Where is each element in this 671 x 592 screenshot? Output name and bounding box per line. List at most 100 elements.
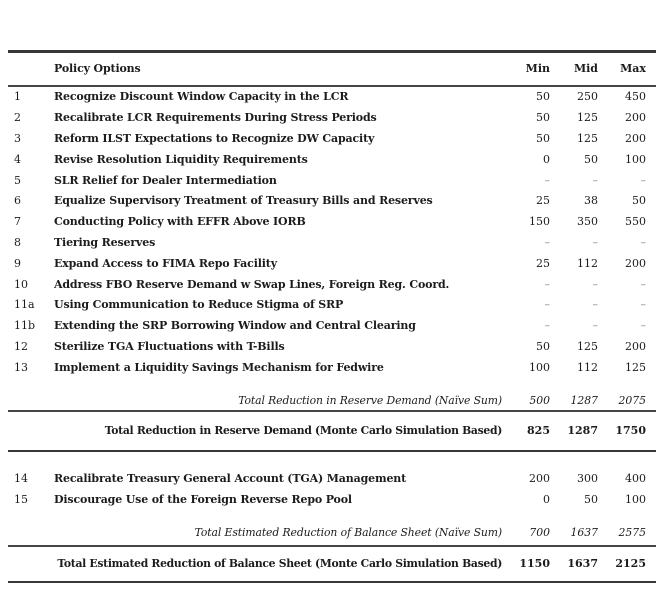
table-row: 14 Recalibrate Treasury General Account … [8, 468, 656, 489]
min-value: 0 [543, 152, 550, 166]
min-value: 150 [529, 215, 550, 229]
max-value: 100 [625, 152, 646, 166]
policy-label: Equalize Supervisory Treatment of Treasu… [54, 194, 433, 208]
top-rule [8, 50, 656, 53]
row-number: 5 [14, 173, 21, 187]
table-row: 11b Extending the SRP Borrowing Window a… [8, 315, 656, 336]
policy-label: Expand Access to FIMA Repo Facility [54, 256, 277, 270]
max-value: 50 [632, 194, 646, 208]
row-number: 7 [14, 215, 21, 229]
policy-label: SLR Relief for Dealer Intermediation [54, 173, 277, 187]
header-mid: Mid [573, 62, 598, 75]
mid-value: 125 [577, 339, 598, 353]
min-value: 0 [543, 492, 550, 506]
min-value: – [544, 277, 551, 291]
min-value: – [544, 298, 551, 312]
max-value: 2075 [618, 394, 646, 408]
section-rule-thick [8, 449, 656, 453]
mid-value: 125 [577, 131, 598, 145]
table-row: 8 Tiering Reserves – – – [8, 232, 656, 253]
min-value: 200 [529, 472, 550, 486]
header-rule [8, 84, 656, 87]
min-value: 700 [529, 526, 550, 540]
policy-label: Implement a Liquidity Savings Mechanism … [54, 360, 384, 374]
max-value: – [640, 277, 647, 291]
reserve-demand-naive-sum-row: Total Reduction in Reserve Demand (Naïve… [8, 392, 656, 410]
row-number: 15 [14, 492, 28, 506]
monte-carlo-label: Total Estimated Reduction of Balance She… [57, 557, 502, 571]
policy-label: Discourage Use of the Foreign Reverse Re… [54, 492, 352, 506]
section-rule [8, 544, 656, 547]
min-value: 25 [536, 256, 550, 270]
mid-value: 112 [577, 360, 598, 374]
table-row: 12 Sterilize TGA Fluctuations with T-Bil… [8, 336, 656, 357]
min-value: 100 [529, 360, 550, 374]
mid-value: – [592, 277, 599, 291]
min-value: 50 [536, 111, 550, 125]
mid-value: 1637 [567, 557, 598, 571]
row-number: 13 [14, 360, 28, 374]
max-value: 2575 [618, 526, 646, 540]
policy-label: Tiering Reserves [54, 235, 156, 249]
max-value: 1750 [615, 424, 646, 438]
monte-carlo-label: Total Reduction in Reserve Demand (Monte… [104, 424, 503, 438]
policy-label: Recalibrate Treasury General Account (TG… [54, 472, 407, 486]
min-value: 50 [536, 131, 550, 145]
table-row: 3 Reform ILST Expectations to Recognize … [8, 128, 656, 149]
max-value: 200 [625, 111, 646, 125]
row-number: 12 [14, 339, 28, 353]
max-value: 200 [625, 256, 646, 270]
mid-value: 350 [577, 215, 598, 229]
mid-value: – [592, 319, 599, 333]
max-value: – [640, 319, 647, 333]
policy-label: Extending the SRP Borrowing Window and C… [54, 319, 416, 333]
min-value: – [544, 235, 551, 249]
min-value: 1150 [519, 557, 550, 571]
policy-label: Revise Resolution Liquidity Requirements [54, 152, 308, 166]
policy-label: Sterilize TGA Fluctuations with T-Bills [54, 339, 285, 353]
policy-label: Using Communication to Reduce Stigma of … [54, 298, 344, 312]
naive-sum-label: Total Estimated Reduction of Balance She… [194, 526, 502, 540]
min-value: 500 [529, 394, 550, 408]
header-policy-options: Policy Options [54, 62, 141, 75]
mid-value: – [592, 298, 599, 312]
table-row: 9 Expand Access to FIMA Repo Facility 25… [8, 253, 656, 274]
max-value: – [640, 173, 647, 187]
policy-label: Recognize Discount Window Capacity in th… [54, 90, 349, 104]
row-number: 11a [14, 298, 35, 312]
max-value: 400 [625, 472, 646, 486]
max-value: 125 [625, 360, 646, 374]
mid-value: 125 [577, 111, 598, 125]
table-row: 15 Discourage Use of the Foreign Reverse… [8, 489, 656, 510]
row-number: 14 [14, 472, 28, 486]
table-header-row: Policy Options Min Mid Max [8, 53, 656, 85]
max-value: 2125 [615, 557, 646, 571]
max-value: 200 [625, 339, 646, 353]
max-value: 200 [625, 131, 646, 145]
table-row: 5 SLR Relief for Dealer Intermediation –… [8, 170, 656, 191]
row-number: 4 [14, 152, 21, 166]
max-value: 550 [625, 215, 646, 229]
max-value: – [640, 235, 647, 249]
table-row: 1 Recognize Discount Window Capacity in … [8, 87, 656, 108]
table-row: 13 Implement a Liquidity Savings Mechani… [8, 357, 656, 378]
max-value: 100 [625, 492, 646, 506]
table-row: 6 Equalize Supervisory Treatment of Trea… [8, 190, 656, 211]
reserve-demand-monte-carlo-row: Total Reduction in Reserve Demand (Monte… [8, 412, 656, 450]
table-row: 2 Recalibrate LCR Requirements During St… [8, 107, 656, 128]
header-min: Min [525, 62, 550, 75]
policy-label: Address FBO Reserve Demand w Swap Lines,… [54, 277, 450, 291]
mid-value: 38 [584, 194, 598, 208]
table-row: 4 Revise Resolution Liquidity Requiremen… [8, 149, 656, 170]
table-row: 10 Address FBO Reserve Demand w Swap Lin… [8, 274, 656, 295]
row-number: 2 [14, 111, 21, 125]
mid-value: 50 [584, 152, 598, 166]
section-rule [8, 409, 656, 412]
mid-value: 1287 [567, 424, 598, 438]
row-number: 9 [14, 256, 21, 270]
row-number: 10 [14, 277, 28, 291]
mid-value: 50 [584, 492, 598, 506]
max-value: 450 [625, 90, 646, 104]
policy-rows-section-2: 14 Recalibrate Treasury General Account … [8, 468, 656, 510]
row-number: 1 [14, 90, 21, 104]
